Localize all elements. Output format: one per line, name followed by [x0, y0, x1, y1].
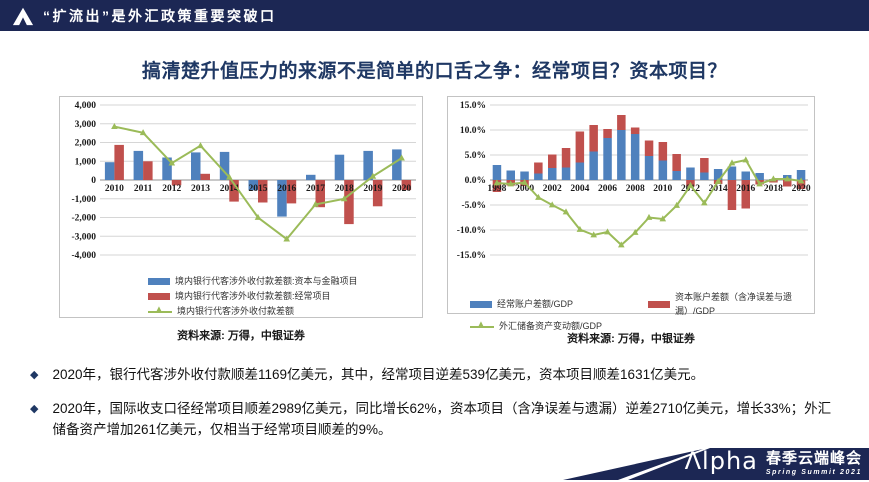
legend-swatch — [648, 300, 670, 308]
brand-wordmark: Λlpha — [684, 447, 758, 475]
alpha-triangle-icon — [12, 7, 34, 25]
svg-text:2010: 2010 — [105, 184, 124, 194]
svg-text:2006: 2006 — [598, 184, 617, 194]
left-chart: 4,000 3,000 2,000 1,000 0 -1,000 -2,000 -3,000 -… — [71, 101, 416, 261]
svg-text:2010: 2010 — [653, 184, 672, 194]
svg-text:2002: 2002 — [543, 184, 562, 194]
legend-line-icon: ▲ — [148, 304, 172, 316]
svg-text:-15.0%: -15.0% — [457, 251, 486, 261]
svg-text:2018: 2018 — [764, 184, 783, 194]
svg-text:0.0%: 0.0% — [465, 176, 486, 186]
legend-label: 境内银行代客涉外收付款差额:经常项目 — [175, 291, 331, 301]
svg-text:4,000: 4,000 — [75, 101, 97, 111]
svg-text:3,000: 3,000 — [75, 120, 97, 130]
right-chart: 15.0% 10.0% 5.0% 0.0% -5.0% -10.0% -15.0% 1998 2… — [457, 101, 811, 261]
bullet-text: 2020年，国际收支口径经常项目顺差2989亿美元，同比增长62%，资本项目（含… — [52, 400, 832, 437]
legend-item: 境内银行代客涉外收付款差额:经常项目 — [148, 289, 331, 303]
svg-text:-4,000: -4,000 — [71, 251, 96, 261]
event-subtitle: Spring Summit 2021 — [765, 469, 862, 476]
legend-item: ▲ 外汇储备资产变动额/GDP — [470, 319, 602, 333]
svg-text:10.0%: 10.0% — [460, 126, 486, 136]
svg-text:2018: 2018 — [335, 184, 354, 194]
svg-text:-5.0%: -5.0% — [461, 201, 486, 211]
legend-swatch — [470, 300, 492, 308]
svg-text:2015: 2015 — [249, 184, 268, 194]
svg-text:2011: 2011 — [134, 184, 153, 194]
bullet-item: ◆ 2020年，国际收支口径经常项目顺差2989亿美元，同比增长62%，资本项目… — [30, 399, 842, 441]
legend-swatch — [148, 277, 170, 285]
legend-item: 经常账户差额/GDP — [470, 297, 640, 311]
diamond-bullet-icon: ◆ — [30, 402, 39, 415]
svg-text:2,000: 2,000 — [75, 139, 97, 149]
header-bar: “扩流出”是外汇政策重要突破口 — [0, 0, 869, 31]
svg-text:2020: 2020 — [792, 184, 811, 194]
page-title: 搞清楚升值压力的来源不是简单的口舌之争：经常项目？资本项目？ — [141, 61, 727, 82]
legend-line-icon: ▲ — [470, 319, 494, 331]
svg-text:-1,000: -1,000 — [71, 195, 96, 205]
svg-text:2000: 2000 — [515, 184, 534, 194]
event-title-block: 春季云端峰会 Spring Summit 2021 — [766, 448, 862, 476]
legend-label: 境内银行代客涉外收付款差额:资本与金融项目 — [175, 276, 358, 286]
svg-text:2016: 2016 — [277, 184, 296, 194]
bullet-item: ◆ 2020年，银行代客涉外收付款顺差1169亿美元，其中，经常项目逆差539亿… — [30, 365, 842, 386]
legend-item: 境内银行代客涉外收付款差额:资本与金融项目 — [148, 274, 358, 288]
event-title: 春季云端峰会 — [765, 450, 862, 467]
right-chart-legend: 经常账户差额/GDP 资本账户差额（含净误差与遗漏）/GDP ▲ 外汇储备资产变动额/… — [448, 286, 814, 333]
svg-text:2012: 2012 — [162, 184, 181, 194]
svg-text:2008: 2008 — [626, 184, 645, 194]
legend-swatch — [148, 292, 170, 300]
legend-label: 经常账户差额/GDP — [497, 299, 574, 309]
right-source-caption: 资料来源: 万得，中银证券 — [567, 333, 695, 345]
svg-text:2014: 2014 — [220, 184, 239, 194]
left-source-caption: 资料来源: 万得，中银证券 — [177, 330, 305, 342]
svg-text:2014: 2014 — [709, 184, 728, 194]
footer-banner: Λlpha 春季云端峰会 Spring Summit 2021 — [560, 438, 869, 482]
svg-text:5.0%: 5.0% — [465, 151, 486, 161]
bullet-text: 2020年，银行代客涉外收付款顺差1169亿美元，其中，经常项目逆差539亿美元… — [52, 367, 705, 382]
legend-item: 资本账户差额（含净误差与遗漏）/GDP — [648, 290, 806, 318]
svg-text:1998: 1998 — [487, 184, 506, 194]
svg-text:15.0%: 15.0% — [460, 101, 486, 111]
left-chart-panel: 4,000 3,000 2,000 1,000 0 -1,000 -2,000 -3,000 -… — [59, 96, 423, 318]
svg-text:0: 0 — [91, 176, 96, 186]
svg-text:2004: 2004 — [570, 184, 589, 194]
footer-logo: Λlpha 春季云端峰会 Spring Summit 2021 — [685, 448, 862, 476]
svg-text:-10.0%: -10.0% — [457, 226, 486, 236]
legend-item: ▲ 境内银行代客涉外收付款差额 — [148, 304, 294, 318]
svg-text:2019: 2019 — [363, 184, 382, 194]
header-title: “扩流出”是外汇政策重要突破口 — [43, 7, 277, 24]
legend-label: 资本账户差额（含净误差与遗漏）/GDP — [675, 292, 793, 316]
svg-text:-2,000: -2,000 — [71, 214, 96, 224]
svg-text:1,000: 1,000 — [75, 157, 97, 167]
svg-text:2012: 2012 — [681, 184, 700, 194]
svg-text:2017: 2017 — [306, 184, 325, 194]
svg-text:-3,000: -3,000 — [71, 232, 96, 242]
legend-label: 外汇储备资产变动额/GDP — [499, 321, 603, 331]
diamond-bullet-icon: ◆ — [30, 369, 39, 381]
svg-text:2013: 2013 — [191, 184, 210, 194]
svg-text:2016: 2016 — [736, 184, 755, 194]
svg-text:2020: 2020 — [392, 184, 411, 194]
right-chart-panel: 15.0% 10.0% 5.0% 0.0% -5.0% -10.0% -15.0% 1998 2… — [447, 96, 815, 331]
bullet-list: ◆ 2020年，银行代客涉外收付款顺差1169亿美元，其中，经常项目逆差539亿… — [30, 365, 842, 454]
left-chart-legend: 境内银行代客涉外收付款差额:资本与金融项目 境内银行代客涉外收付款差额:经常项目 ▲… — [60, 266, 422, 318]
legend-label: 境内银行代客涉外收付款差额 — [177, 306, 295, 316]
